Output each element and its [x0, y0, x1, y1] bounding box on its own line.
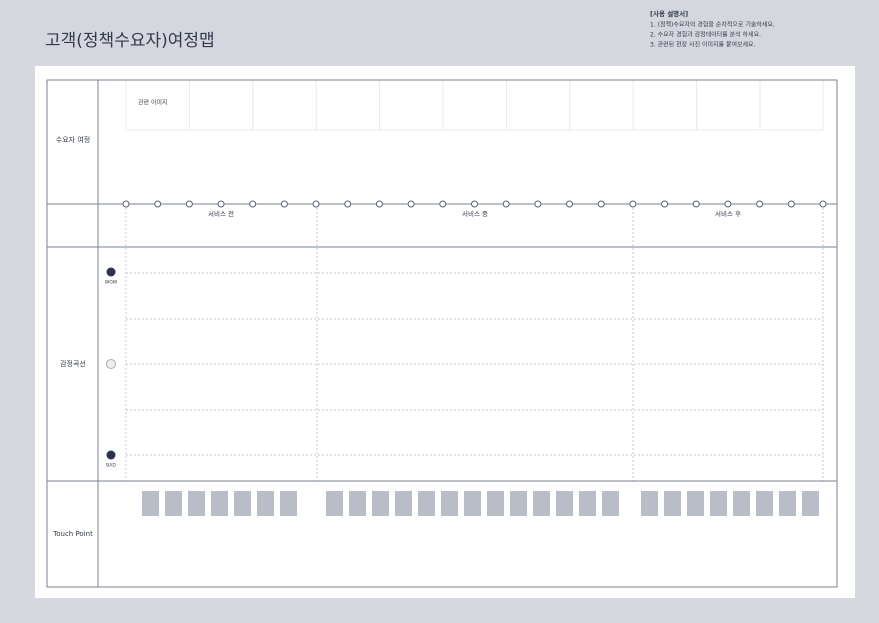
touch-point-box: [234, 491, 251, 516]
emotion-icons: WOW BAD: [105, 267, 118, 469]
timeline-node: [344, 200, 352, 208]
touch-point-box: [349, 491, 366, 516]
timeline-node: [407, 200, 415, 208]
timeline-node: [470, 200, 478, 208]
touch-point-box: [579, 491, 596, 516]
timeline-node: [122, 200, 130, 208]
timeline-node: [692, 200, 700, 208]
timeline-node: [787, 200, 795, 208]
touch-point-box: [464, 491, 481, 516]
touch-point-box: [687, 491, 704, 516]
row-label: 수요자 여정: [56, 135, 90, 144]
touch-point-box: [372, 491, 389, 516]
touch-point-box: [257, 491, 274, 516]
timeline-node: [566, 200, 574, 208]
timeline-node: [280, 200, 288, 208]
timeline-node: [439, 200, 447, 208]
timeline-node: [819, 200, 827, 208]
touch-point-box: [779, 491, 796, 516]
touch-point-box: [602, 491, 619, 516]
row-label: Touch Point: [52, 530, 93, 538]
timeline-node: [154, 200, 162, 208]
touch-point-box: [188, 491, 205, 516]
touch-point-box: [165, 491, 182, 516]
instructions-heading: [사용 설명서]: [650, 9, 688, 18]
instruction: 1. (정책)수요자의 경험을 순차적으로 기술하세요.: [650, 21, 775, 29]
title: 고객(정책수요자)여정맵: [45, 31, 215, 51]
timeline-node: [249, 200, 257, 208]
timeline-node: [661, 200, 669, 208]
touch-point-box: [641, 491, 658, 516]
timeline-node: [534, 200, 542, 208]
touch-point-box: [802, 491, 819, 516]
touch-point-box: [211, 491, 228, 516]
touch-point-box: [510, 491, 527, 516]
phase-label: 서비스 전: [208, 209, 234, 218]
touch-point-box: [756, 491, 773, 516]
panel: [35, 66, 855, 598]
timeline-node: [597, 200, 605, 208]
touch-point-box: [556, 491, 573, 516]
timeline-node: [375, 200, 383, 208]
timeline-node: [312, 200, 320, 208]
touch-point-box: [326, 491, 343, 516]
image-label: 관련 이미지: [138, 99, 168, 107]
touch-point-box: [733, 491, 750, 516]
timeline-node: [185, 200, 193, 208]
touch-point-box: [664, 491, 681, 516]
touch-point-box: [487, 491, 504, 516]
phase-label: 서비스 중: [462, 209, 488, 218]
timeline-node: [502, 200, 510, 208]
timeline-node: [629, 200, 637, 208]
touch-point-box: [533, 491, 550, 516]
emotion-label: BAD: [106, 463, 116, 469]
timeline-node: [724, 200, 732, 208]
touch-point-box: [441, 491, 458, 516]
touch-point-box: [280, 491, 297, 516]
touch-point-box: [710, 491, 727, 516]
timeline-node: [217, 200, 225, 208]
instruction: 2. 수요자 경험과 감정데이터를 분석 하세요.: [650, 31, 761, 39]
emotion-label: WOW: [105, 280, 118, 286]
touch-point-box: [395, 491, 412, 516]
touch-point-box: [418, 491, 435, 516]
touch-point-box: [142, 491, 159, 516]
row-label: 감정곡선: [60, 359, 86, 368]
instruction: 3. 관련된 현장 사진 이미지를 붙여보세요.: [650, 41, 756, 49]
phase-label: 서비스 후: [715, 209, 741, 218]
timeline-node: [756, 200, 764, 208]
